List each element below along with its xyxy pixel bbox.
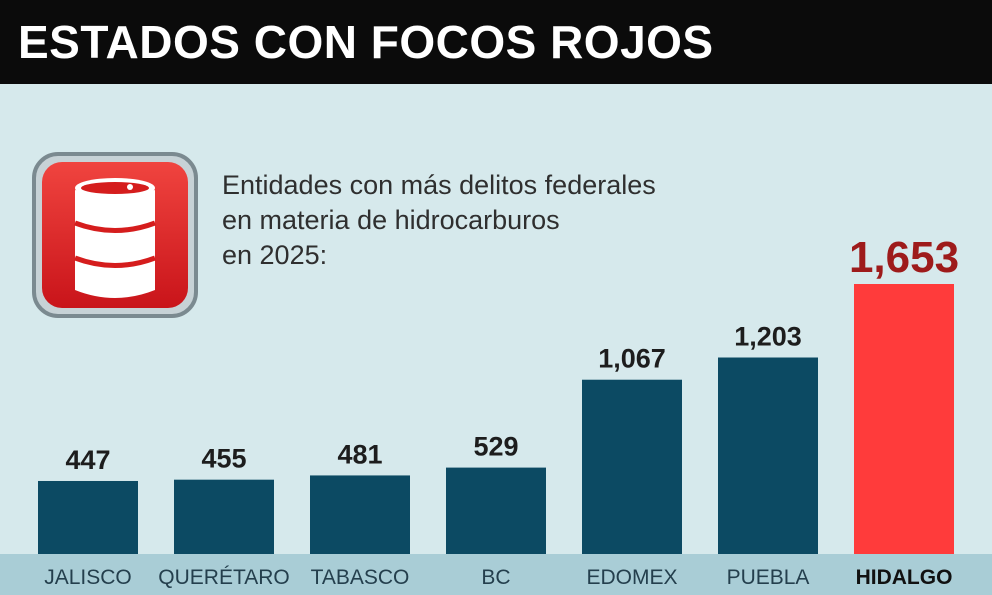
data-label: 447 — [65, 445, 110, 475]
bar-puebla — [718, 357, 818, 554]
bar-bc — [446, 467, 546, 554]
x-tick-label: TABASCO — [311, 566, 410, 589]
bar-querétaro — [174, 479, 274, 554]
subtitle-line: en materia de hidrocarburos — [222, 205, 560, 235]
data-label: 1,653 — [849, 233, 959, 282]
bar-tabasco — [310, 475, 410, 554]
data-label: 481 — [337, 439, 382, 469]
data-label: 1,067 — [598, 344, 666, 374]
category-axis-band — [0, 554, 992, 595]
x-tick-label: EDOMEX — [586, 566, 677, 589]
chart-subtitle: Entidades con más delitos federales en m… — [222, 168, 702, 273]
bar-hidalgo — [854, 284, 954, 554]
bar-edomex — [582, 379, 682, 554]
x-tick-label: QUERÉTARO — [158, 566, 289, 589]
x-tick-label: HIDALGO — [856, 566, 953, 589]
header-bar: ESTADOS CON FOCOS ROJOS — [0, 0, 992, 84]
data-label: 1,203 — [734, 322, 802, 352]
x-tick-label: JALISCO — [44, 566, 132, 589]
oil-barrel-icon — [30, 150, 200, 320]
subtitle-line: Entidades con más delitos federales — [222, 170, 656, 200]
page-title: ESTADOS CON FOCOS ROJOS — [18, 16, 714, 68]
data-label: 529 — [473, 432, 518, 462]
bar-jalisco — [38, 480, 138, 554]
data-label: 455 — [201, 444, 246, 474]
x-tick-label: BC — [481, 566, 510, 589]
subtitle-line: en 2025: — [222, 240, 328, 270]
x-tick-label: PUEBLA — [727, 566, 810, 589]
